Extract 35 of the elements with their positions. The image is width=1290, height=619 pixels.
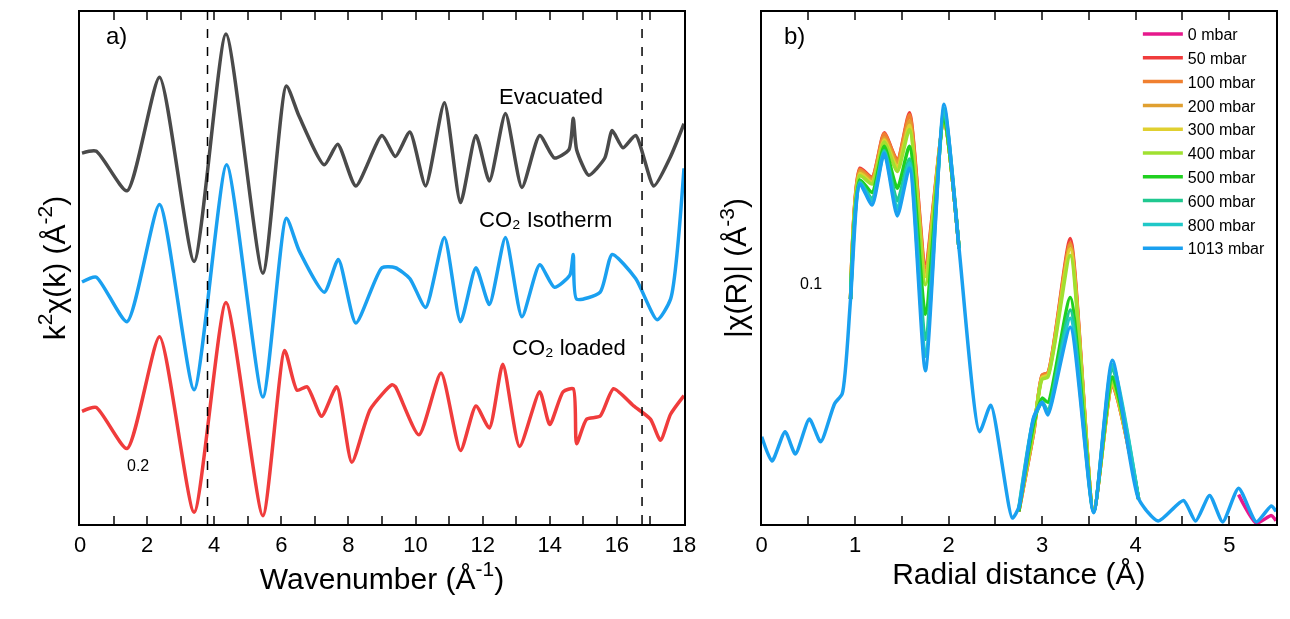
- x-tick-label: 18: [671, 532, 697, 558]
- x-tick-label: 4: [1129, 532, 1142, 558]
- legend-label: 100 mbar: [1187, 73, 1257, 91]
- x-tick-label: 4: [208, 532, 221, 558]
- legend-label: 400 mbar: [1187, 145, 1257, 163]
- x-tick-label: 2: [140, 532, 154, 558]
- legend-label: 200 mbar: [1187, 97, 1257, 115]
- x-tick-label: 5: [1223, 532, 1236, 558]
- annotation: CO₂ Isotherm: [479, 207, 613, 232]
- annotation: a): [106, 22, 128, 49]
- x-tick-label: 0: [73, 532, 87, 558]
- annotation: CO₂ loaded: [512, 335, 626, 360]
- legend-label: 600 mbar: [1187, 192, 1257, 210]
- legend-label: 50 mbar: [1187, 50, 1248, 68]
- x-tick-label: 2: [942, 532, 955, 558]
- annotation: Evacuated: [499, 84, 603, 109]
- x-tick-label: 16: [604, 532, 630, 558]
- x-tick-label: 3: [1036, 532, 1049, 558]
- text: b): [784, 22, 806, 49]
- x-tick-label: 14: [537, 532, 562, 558]
- legend-label: 300 mbar: [1187, 121, 1257, 139]
- legend-label: 800 mbar: [1187, 216, 1257, 234]
- legend-label: 500 mbar: [1187, 169, 1257, 187]
- x-tick-label: 12: [470, 532, 495, 558]
- x-tick-label: 0: [755, 532, 768, 558]
- x-tick-label: 1: [849, 532, 862, 558]
- annotation: 0.1: [800, 275, 823, 292]
- x-tick-label: 6: [275, 532, 288, 558]
- legend-label: 0 mbar: [1187, 26, 1239, 44]
- x-tick-label: 10: [403, 532, 428, 558]
- x-axis-title: Radial distance (Å): [892, 557, 1146, 591]
- annotation: 0.2: [127, 457, 150, 474]
- x-tick-label: 8: [342, 532, 355, 558]
- x-axis-title: Wavenumber (Å$^{-1}$): [259, 557, 505, 595]
- legend-label: 1013 mbar: [1187, 240, 1266, 258]
